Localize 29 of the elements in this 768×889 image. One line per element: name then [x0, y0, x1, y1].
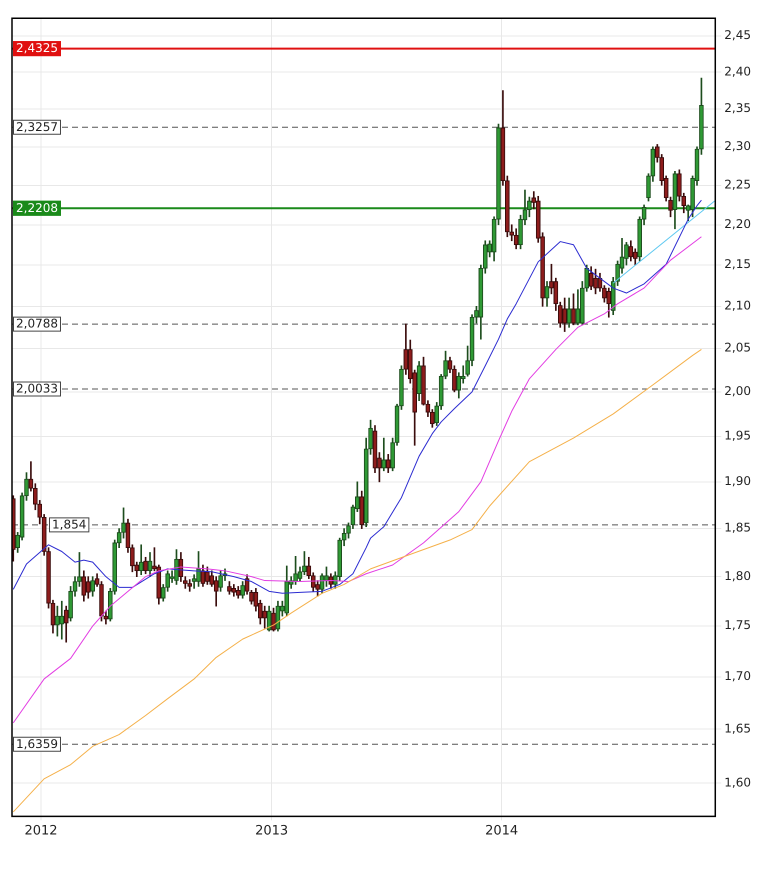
x-tick-label: 2013: [255, 824, 288, 839]
y-tick-label: 2,15: [724, 257, 751, 272]
ref-line-label: 2,0033: [16, 382, 58, 396]
candlestick: [324, 566, 329, 587]
ref-line-label: 1,6359: [16, 736, 58, 751]
y-tick-label: 1,95: [724, 428, 751, 442]
y-tick-label: 1,60: [724, 775, 751, 790]
y-tick-label: 1,75: [724, 618, 751, 632]
y-tick-label: 2,05: [724, 340, 751, 355]
x-tick-label: 2014: [485, 824, 518, 839]
ref-line-label: 2,3257: [16, 120, 58, 134]
y-tick-label: 1,70: [724, 669, 751, 684]
y-tick-label: 2,20: [724, 216, 751, 231]
y-tick-label: 1,90: [724, 474, 751, 488]
ref-line-label: 1,854: [52, 517, 86, 532]
y-tick-label: 1,85: [724, 520, 751, 535]
ref-line-label: 2,0788: [16, 316, 58, 331]
x-tick-label: 2012: [24, 824, 58, 839]
ref-line-label: 2,4325: [16, 41, 58, 56]
y-tick-label: 2,00: [724, 384, 751, 398]
y-tick-label: 2,25: [724, 177, 751, 192]
y-tick-label: 2,10: [724, 298, 751, 312]
y-tick-label: 2,30: [724, 138, 751, 153]
y-tick-label: 2,35: [724, 101, 751, 116]
y-tick-label: 1,80: [724, 568, 751, 583]
ref-line-label: 2,2208: [16, 200, 58, 215]
y-tick-label: 2,45: [724, 28, 751, 42]
y-tick-label: 1,65: [724, 721, 751, 736]
y-tick-label: 2,40: [724, 64, 751, 78]
